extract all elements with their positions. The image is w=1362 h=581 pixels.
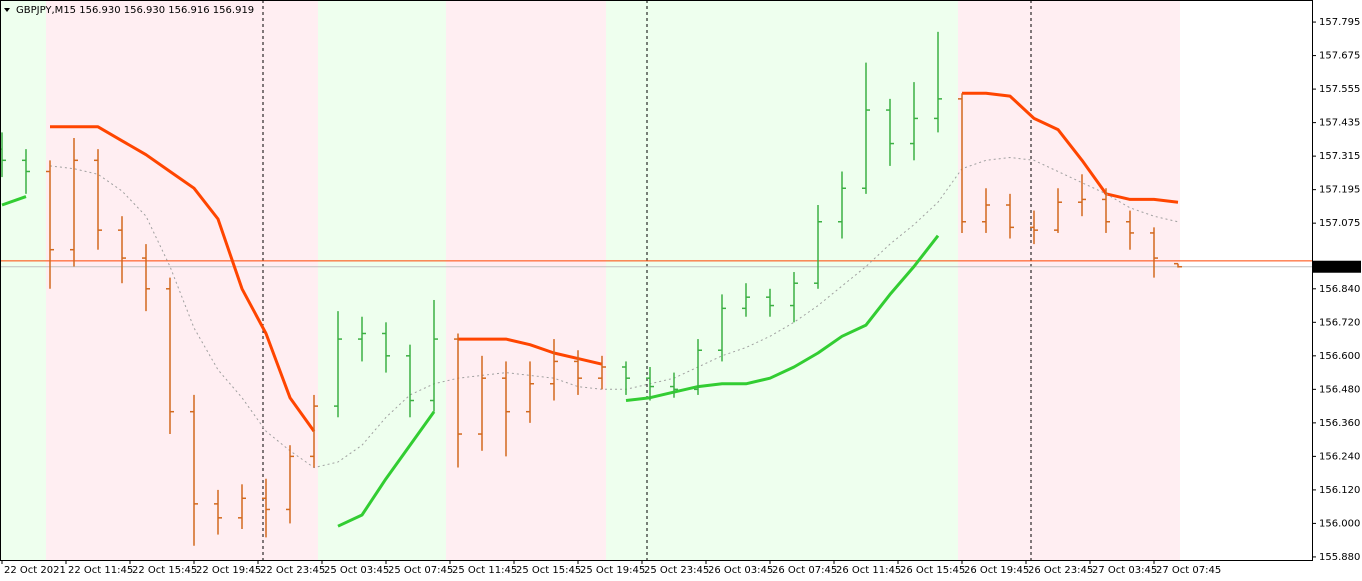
zone (606, 0, 958, 560)
indicator-line (1, 195, 27, 207)
zone (446, 0, 606, 560)
y-tick-label: 155.880 (1319, 552, 1360, 563)
zone (0, 0, 46, 560)
indicator-line (49, 157, 1179, 469)
y-tick-label: 157.555 (1319, 84, 1360, 95)
y-tick-label: 156.480 (1319, 384, 1360, 395)
x-tick-label: 22 Oct 15:45 (132, 565, 197, 576)
y-tick-label: 157.795 (1319, 17, 1360, 28)
x-tick-label: 25 Oct 23:45 (644, 565, 709, 576)
chart-title: GBPJPY,M15 156.930 156.930 156.916 156.9… (16, 5, 254, 16)
indicator-line (337, 410, 436, 528)
x-tick-label: 25 Oct 19:45 (580, 565, 645, 576)
x-tick-label: 27 Oct 07:45 (1156, 565, 1221, 576)
x-tick-label: 26 Oct 15:45 (900, 565, 965, 576)
price-label: 156.919 (1317, 262, 1358, 273)
y-tick-label: 157.315 (1319, 151, 1360, 162)
y-tick-label: 156.600 (1319, 351, 1360, 362)
zone (958, 0, 1180, 560)
background-zones (0, 0, 1180, 560)
y-tick-label: 157.195 (1319, 185, 1360, 196)
x-tick-label: 22 Oct 19:45 (196, 565, 261, 576)
menu-arrow[interactable] (4, 8, 10, 12)
zone (318, 0, 446, 560)
y-tick-label: 156.240 (1319, 451, 1360, 462)
x-tick-label: 25 Oct 15:45 (516, 565, 581, 576)
indicator-line (50, 125, 316, 433)
y-tick-label: 156.360 (1319, 418, 1360, 429)
x-tick-label: 22 Oct 11:45 (68, 565, 133, 576)
y-tick-label: 156.120 (1319, 485, 1360, 496)
x-tick-label: 26 Oct 03:45 (708, 565, 773, 576)
y-tick-label: 157.075 (1319, 218, 1360, 229)
y-tick-label: 156.000 (1319, 518, 1360, 529)
x-tick-label: 26 Oct 07:45 (772, 565, 837, 576)
y-tick-label: 157.675 (1319, 51, 1360, 62)
plot (0, 31, 1312, 546)
x-tick-label: 26 Oct 19:45 (964, 565, 1029, 576)
x-tick-label: 22 Oct 23:45 (260, 565, 325, 576)
zone (46, 0, 318, 560)
x-tick-label: 26 Oct 11:45 (836, 565, 901, 576)
indicator-line (962, 91, 1179, 204)
y-tick-label: 156.720 (1319, 317, 1360, 328)
price-label-box (1313, 260, 1361, 273)
x-tick-label: 25 Oct 11:45 (452, 565, 517, 576)
plot-frame (0, 0, 1313, 561)
y-tick-label: 157.435 (1319, 118, 1360, 129)
x-tick-label: 26 Oct 23:45 (1028, 565, 1093, 576)
x-tick-label: 25 Oct 07:45 (388, 565, 453, 576)
indicator-line (625, 234, 940, 402)
x-tick-label: 25 Oct 03:45 (324, 565, 389, 576)
x-tick-label: 27 Oct 03:45 (1092, 565, 1157, 576)
x-tick-label: 22 Oct 2021 (4, 565, 66, 576)
y-tick-label: 156.840 (1319, 284, 1360, 295)
